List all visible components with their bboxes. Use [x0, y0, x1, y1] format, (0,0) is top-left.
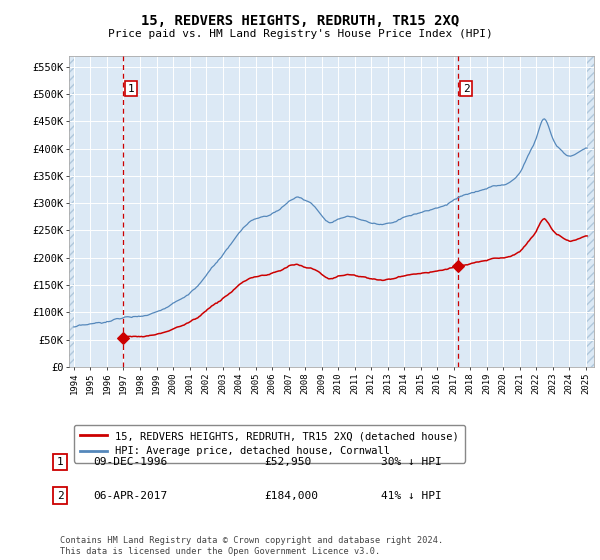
Text: 2: 2 — [463, 83, 470, 94]
Text: £184,000: £184,000 — [264, 491, 318, 501]
Text: 41% ↓ HPI: 41% ↓ HPI — [381, 491, 442, 501]
Text: 2: 2 — [56, 491, 64, 501]
Text: Contains HM Land Registry data © Crown copyright and database right 2024.
This d: Contains HM Land Registry data © Crown c… — [60, 536, 443, 556]
Text: 1: 1 — [128, 83, 134, 94]
Point — [453, 262, 463, 271]
Text: 1: 1 — [56, 457, 64, 467]
Text: 15, REDVERS HEIGHTS, REDRUTH, TR15 2XQ: 15, REDVERS HEIGHTS, REDRUTH, TR15 2XQ — [141, 14, 459, 28]
Text: 30% ↓ HPI: 30% ↓ HPI — [381, 457, 442, 467]
Text: £52,950: £52,950 — [264, 457, 311, 467]
Legend: 15, REDVERS HEIGHTS, REDRUTH, TR15 2XQ (detached house), HPI: Average price, det: 15, REDVERS HEIGHTS, REDRUTH, TR15 2XQ (… — [74, 425, 465, 463]
Point — [118, 333, 127, 342]
Text: Price paid vs. HM Land Registry's House Price Index (HPI): Price paid vs. HM Land Registry's House … — [107, 29, 493, 39]
Text: 06-APR-2017: 06-APR-2017 — [93, 491, 167, 501]
Text: 09-DEC-1996: 09-DEC-1996 — [93, 457, 167, 467]
